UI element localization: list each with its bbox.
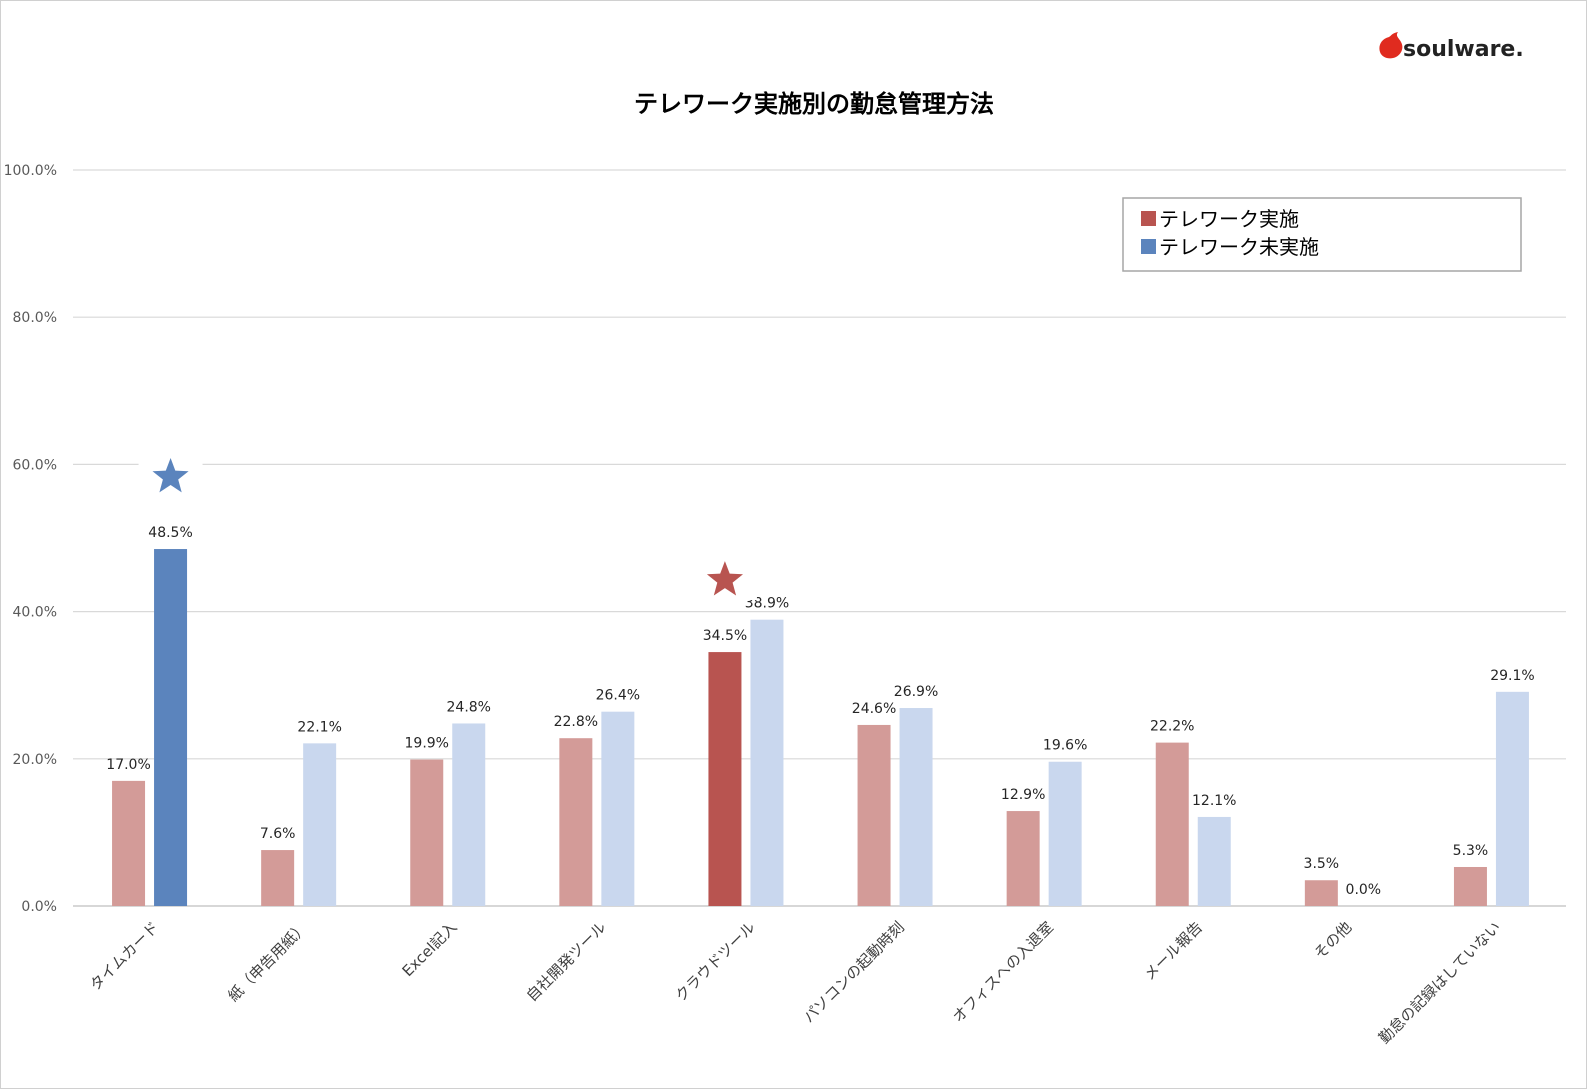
y-tick-label: 40.0%: [13, 605, 57, 621]
legend-label-telework: テレワーク実施: [1159, 207, 1299, 231]
data-label: 22.8%: [554, 714, 598, 730]
x-tick-label: タイムカード: [86, 918, 162, 994]
bar-no-telework: [1197, 816, 1231, 906]
logo-text: soulware.: [1403, 37, 1524, 62]
flame-icon: [1379, 32, 1403, 59]
x-tick-label: 自社開発ツール: [523, 918, 610, 1005]
data-label: 24.8%: [447, 699, 491, 715]
x-tick-label: クラウドツール: [672, 918, 759, 1005]
data-label: 48.5%: [148, 525, 192, 541]
bar-no-telework: [303, 743, 337, 906]
bar-no-telework: [601, 711, 635, 906]
data-label: 7.6%: [260, 826, 296, 842]
soulware-logo: soulware.: [1379, 32, 1524, 62]
y-tick-label: 80.0%: [13, 310, 57, 326]
bar-no-telework: [1495, 691, 1529, 906]
bar-telework: [112, 780, 146, 906]
legend-label-no-telework: テレワーク未実施: [1159, 235, 1319, 259]
bar-telework: [261, 850, 295, 906]
bar-no-telework: [154, 549, 188, 906]
data-labels: 17.0% 48.5% 7.6% 22.1% 19.9% 24.8% 22.8% 26.4% 3…: [106, 525, 1534, 898]
legend-swatch-telework: [1141, 211, 1156, 226]
x-tick-label: Excel記入: [399, 918, 461, 980]
bar-no-telework: [750, 619, 784, 906]
data-label: 26.4%: [596, 688, 640, 704]
chart-title: テレワーク実施別の勤怠管理方法: [634, 90, 994, 118]
annotations: [138, 457, 757, 601]
y-axis: 0.0% 20.0% 40.0% 60.0% 80.0% 100.0%: [4, 163, 57, 915]
bar-telework: [1453, 866, 1487, 906]
bar-telework: [857, 724, 891, 906]
legend-box: [1122, 197, 1522, 272]
data-label: 3.5%: [1304, 856, 1340, 872]
gridlines: [73, 169, 1566, 907]
data-label: 12.1%: [1192, 793, 1236, 809]
bar-telework: [410, 759, 444, 906]
star-icon: [706, 561, 743, 596]
legend-swatch-no-telework: [1141, 239, 1156, 254]
data-label: 29.1%: [1490, 668, 1534, 684]
data-label: 34.5%: [703, 628, 747, 644]
bar-no-telework: [899, 708, 933, 906]
data-label: 19.9%: [405, 736, 449, 752]
data-label: 22.1%: [297, 719, 341, 735]
data-label: 5.3%: [1453, 843, 1489, 859]
data-label: 19.6%: [1043, 738, 1087, 754]
x-axis: タイムカード 紙（申告用紙） Excel記入 自社開発ツール クラウドツール パソコンの起…: [86, 918, 1504, 1047]
y-tick-label: 60.0%: [13, 457, 57, 473]
bar-telework: [1304, 880, 1338, 906]
x-tick-label: 紙（申告用紙）: [224, 918, 311, 1005]
x-tick-label: 勤怠の記録はしていない: [1375, 918, 1504, 1047]
y-tick-label: 0.0%: [21, 899, 57, 915]
bar-no-telework: [452, 723, 486, 906]
x-tick-label: オフィスへの入退室: [949, 918, 1057, 1026]
legend: テレワーク実施 テレワーク未実施: [1122, 197, 1522, 272]
x-tick-label: その他: [1311, 918, 1356, 963]
data-label: 22.2%: [1150, 719, 1194, 735]
x-tick-label: メール報告: [1140, 918, 1206, 984]
bar-no-telework: [1048, 761, 1082, 906]
bars: [112, 549, 1529, 906]
y-tick-label: 100.0%: [4, 163, 57, 179]
star-icon: [152, 458, 189, 493]
data-label: 24.6%: [852, 701, 896, 717]
bar-telework: [708, 652, 742, 906]
y-tick-label: 20.0%: [13, 752, 57, 768]
data-label: 26.9%: [894, 684, 938, 700]
x-tick-label: パソコンの起動時刻: [800, 918, 908, 1026]
data-label: 12.9%: [1001, 787, 1045, 803]
bar-telework: [1155, 742, 1189, 906]
data-label: 17.0%: [106, 757, 150, 773]
bar-telework: [1006, 811, 1040, 906]
data-label: 0.0%: [1346, 882, 1382, 898]
bar-telework: [559, 738, 593, 906]
